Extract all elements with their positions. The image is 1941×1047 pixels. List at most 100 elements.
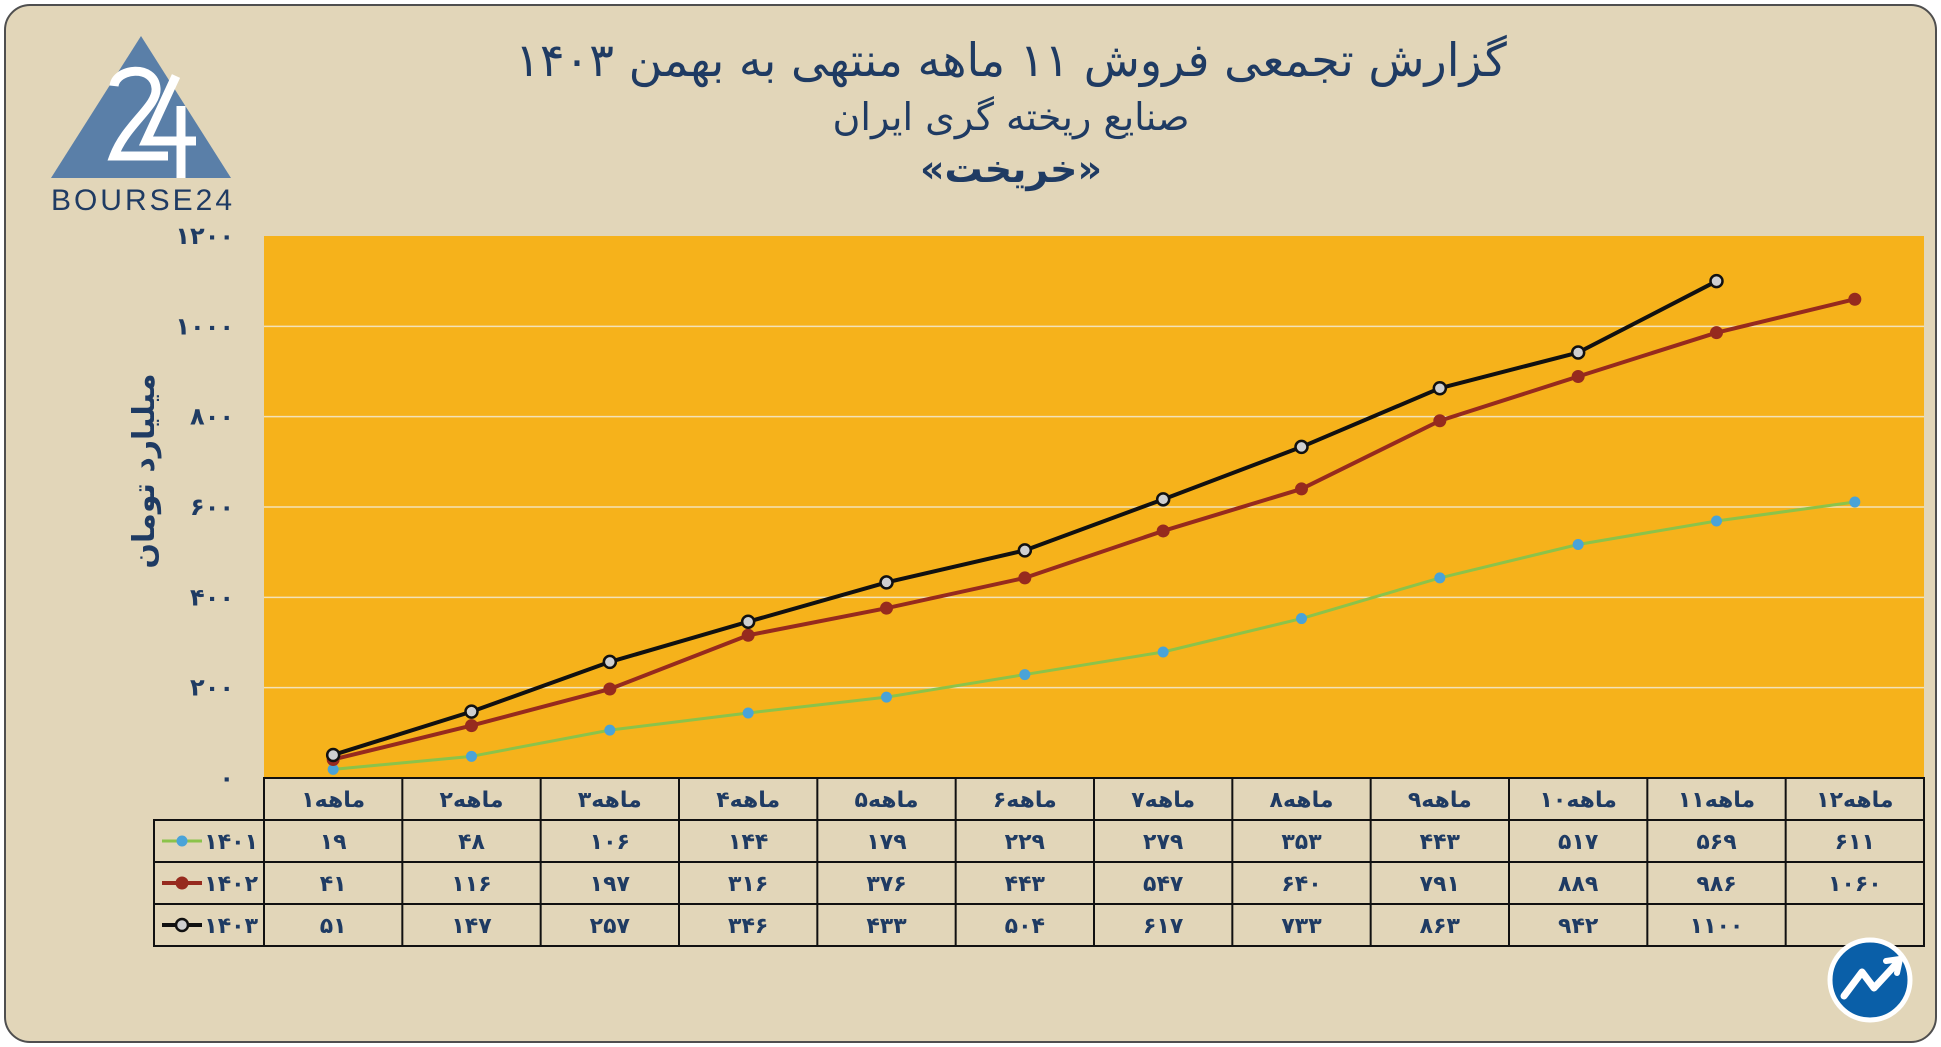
category-label: ۱۱ماهه xyxy=(1678,788,1755,813)
table-value: ۶۴۰ xyxy=(1281,872,1321,897)
table-value: ۳۱۶ xyxy=(728,872,768,897)
data-point xyxy=(1018,571,1032,585)
data-point xyxy=(879,575,894,590)
data-point xyxy=(464,704,479,719)
category-label: ۷ماهه xyxy=(1131,788,1195,813)
category-label: ۵ماهه xyxy=(855,788,919,813)
data-point xyxy=(1432,380,1448,396)
logo-four-glyph xyxy=(138,74,196,178)
data-point xyxy=(881,691,892,703)
data-point xyxy=(740,614,756,629)
data-point xyxy=(603,682,617,696)
data-point xyxy=(465,719,478,733)
trend-up-icon xyxy=(1840,958,1902,1000)
data-point xyxy=(1294,439,1309,455)
data-point xyxy=(1156,524,1170,538)
y-axis-ticks: ۰ ۲۰۰ ۴۰۰ ۶۰۰ ۸۰۰ ۱۰۰۰ ۱۲۰۰ xyxy=(175,222,234,792)
legend-swatch-marker xyxy=(175,876,189,890)
legend-swatch-marker xyxy=(176,835,188,847)
table-value: ۷۹۱ xyxy=(1420,872,1460,897)
data-point xyxy=(1848,292,1862,306)
data-point xyxy=(1434,572,1446,584)
data-point xyxy=(602,654,618,670)
data-point xyxy=(1155,492,1171,507)
table-value: ۱۴۴ xyxy=(728,830,768,855)
table-value: ۵۰۴ xyxy=(1005,914,1045,939)
table-value: ۲۲۹ xyxy=(1005,830,1045,855)
chart-subtitle: صنایع ریخته گری ایران xyxy=(832,95,1189,140)
data-point xyxy=(1017,543,1033,558)
data-point xyxy=(1433,414,1447,428)
trend-badge xyxy=(1827,937,1913,1023)
logo-two-glyph xyxy=(107,66,168,161)
chart-title: گزارش تجمعی فروش ۱۱ ماهه منتهی به بهمن ۱… xyxy=(515,33,1507,88)
category-label: ۴ماهه xyxy=(716,788,780,813)
table-value: ۹۴۲ xyxy=(1558,914,1599,939)
data-point xyxy=(466,750,477,762)
data-point xyxy=(1711,515,1722,527)
table-value: ۱۰۶ xyxy=(590,830,630,855)
category-label: ۱۰ماهه xyxy=(1539,788,1616,813)
data-point xyxy=(1709,273,1724,289)
table-value: ۲۵۷ xyxy=(590,914,631,939)
table-value: ۱۴۷ xyxy=(451,914,492,939)
data-point xyxy=(1570,345,1586,360)
table-value: ۸۶۳ xyxy=(1420,914,1461,939)
table-value: ۸۸۹ xyxy=(1558,872,1598,897)
y-tick-label: ۰ xyxy=(219,764,234,792)
legend-swatch-marker xyxy=(174,917,190,933)
table-value: ۴۱ xyxy=(320,872,347,897)
legend-series-name: ۱۴۰۱ xyxy=(204,830,258,855)
legend-series-name: ۱۴۰۳ xyxy=(204,914,258,939)
table-value: ۶۱۷ xyxy=(1143,914,1184,939)
y-tick-label: ۶۰۰ xyxy=(190,493,234,521)
chart-frame: BOURSE24 گزارش تجمعی فروش ۱۱ ماهه منتهی … xyxy=(4,4,1937,1043)
gridlines xyxy=(264,325,1924,689)
table-value: ۱۹۷ xyxy=(590,872,631,897)
category-label: ۲ماهه xyxy=(440,788,504,813)
logo-text: BOURSE24 xyxy=(51,184,235,217)
table-value: ۱۹ xyxy=(320,830,347,855)
category-label: ۸ماهه xyxy=(1270,788,1334,813)
table-value: ۴۴۳ xyxy=(1005,872,1046,897)
table-value: ۳۵۳ xyxy=(1281,830,1322,855)
table-value: ۵۴۷ xyxy=(1143,872,1184,897)
series-line-2 xyxy=(332,297,1856,762)
y-tick-label: ۴۰۰ xyxy=(190,583,234,611)
table-value: ۹۸۶ xyxy=(1696,872,1736,897)
series-line-1 xyxy=(333,500,1856,771)
table-value: ۱۷۹ xyxy=(866,830,906,855)
data-point xyxy=(1571,369,1585,383)
data-point xyxy=(880,601,893,615)
data-point xyxy=(742,707,754,719)
data-point xyxy=(1295,482,1308,496)
table-value: ۲۷۹ xyxy=(1143,830,1183,855)
data-point xyxy=(325,747,341,763)
data-point xyxy=(604,724,616,736)
trend-arrow-head-icon xyxy=(1883,955,1904,976)
category-label: ۱ماهه xyxy=(301,788,365,813)
y-tick-label: ۱۲۰۰ xyxy=(175,222,234,250)
y-tick-label: ۲۰۰ xyxy=(190,674,234,702)
data-table: ۱ماهه ۲ماهه ۳ماهه ۴ماهه ۵ماهه ۶ماهه ۷ماهه ۸ماهه… xyxy=(153,777,1925,947)
sales-line-chart: BOURSE24 گزارش تجمعی فروش ۱۱ ماهه منتهی … xyxy=(51,33,1925,1023)
data-point xyxy=(1572,538,1584,550)
table-value: ۵۶۹ xyxy=(1696,830,1736,855)
table-value: ۵۱۷ xyxy=(1558,830,1599,855)
category-label: ۶ماهه xyxy=(993,788,1057,813)
table-value: ۳۴۶ xyxy=(728,914,768,939)
data-point xyxy=(741,628,755,642)
table-value: ۵۱ xyxy=(320,914,347,939)
table-value: ۱۰۶۰ xyxy=(1828,872,1882,897)
table-value: ۱۱۰۰ xyxy=(1690,914,1744,939)
table-value: ۴۸ xyxy=(458,830,485,855)
bourse24-logo: BOURSE24 xyxy=(51,36,235,217)
chart-subtitle-symbol: «خریخت» xyxy=(920,147,1102,191)
data-point xyxy=(1296,613,1307,625)
table-value: ۷۳۳ xyxy=(1281,914,1322,939)
y-tick-label: ۱۰۰۰ xyxy=(175,312,234,340)
category-label: ۹ماهه xyxy=(1408,788,1472,813)
y-tick-label: ۸۰۰ xyxy=(190,403,234,431)
y-axis-label: میلیارد تومان xyxy=(127,373,162,568)
table-value: ۶۱۱ xyxy=(1835,830,1875,855)
